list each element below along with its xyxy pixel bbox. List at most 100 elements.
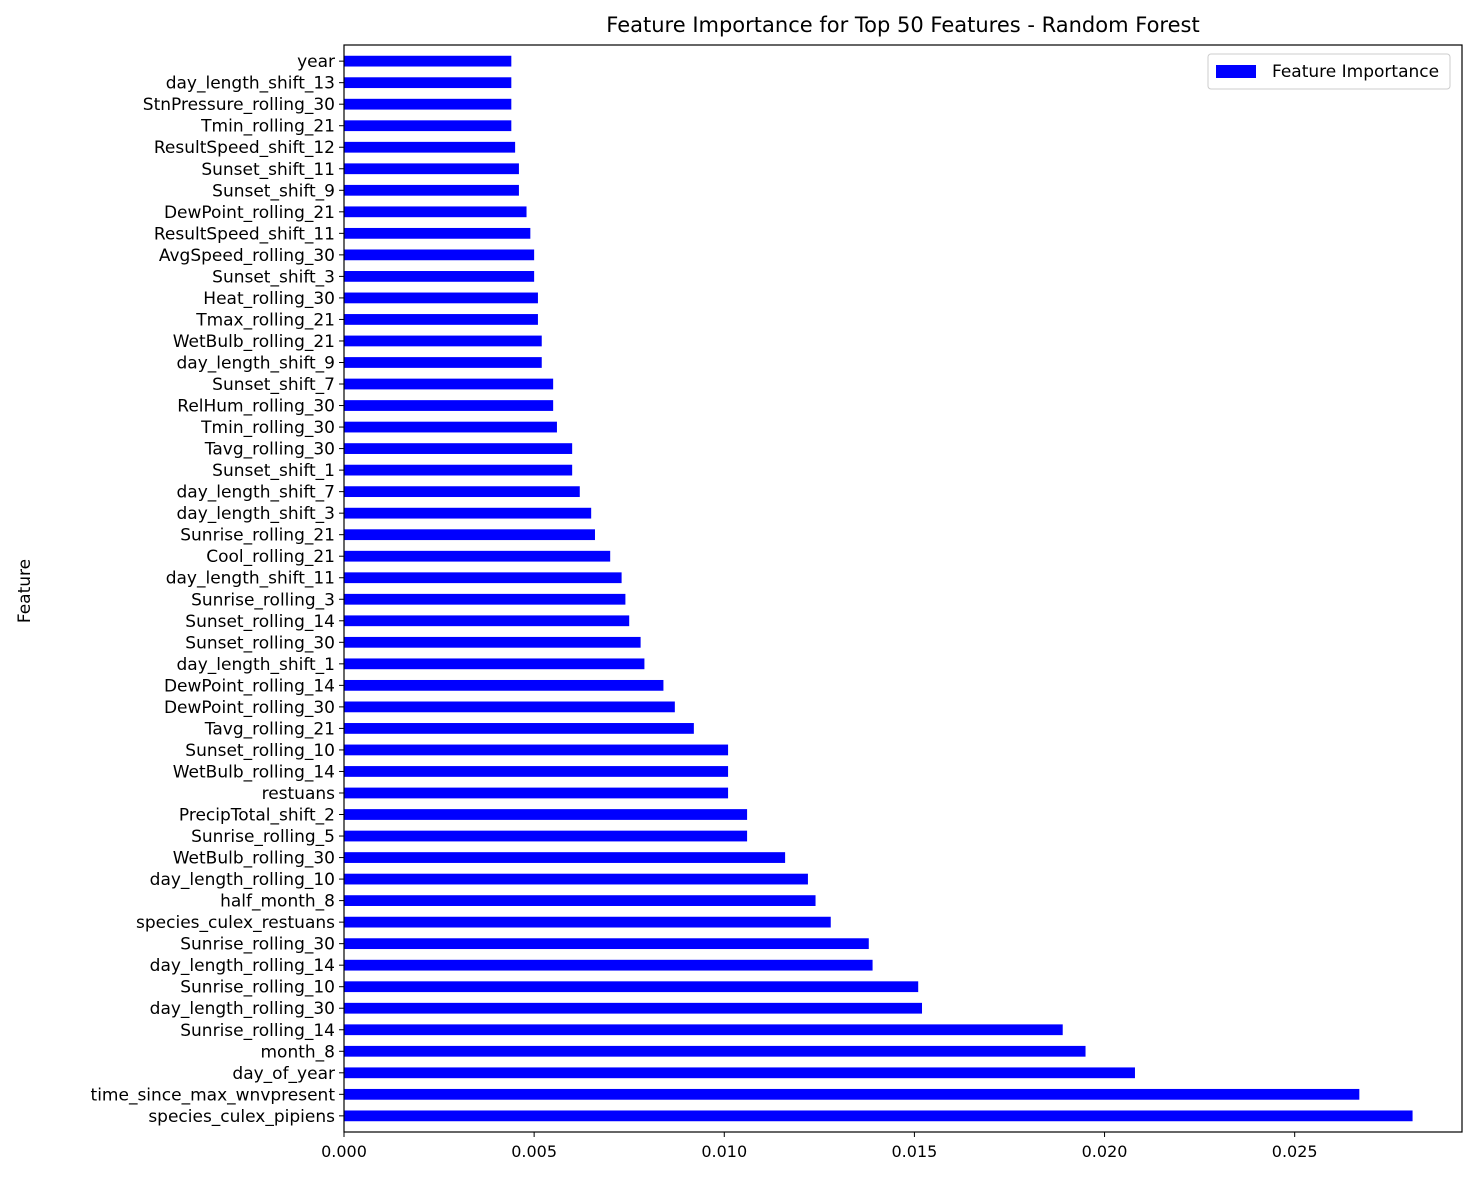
bar-Sunset_shift_3 [344,271,535,282]
bar-Sunrise_rolling_30 [344,938,869,950]
bar-Sunset_shift_9 [344,184,519,196]
category-label: day_length_shift_9 [177,353,335,373]
category-label: Heat_rolling_30 [203,289,335,309]
category-label: Sunrise_rolling_5 [191,827,335,847]
bar-ResultSpeed_shift_12 [344,141,516,153]
bar-year [344,55,512,67]
legend-box [1207,53,1451,90]
bar-day_length_shift_13 [344,77,512,89]
bar-RelHum_rolling_30 [344,400,554,411]
y-axis-title: Feature [15,559,35,623]
bar-WetBulb_rolling_14 [344,766,729,777]
bar-Tavg_rolling_21 [344,723,694,734]
bar-Sunrise_rolling_10 [344,981,919,993]
bar-Sunset_rolling_10 [344,744,729,756]
category-label: Sunset_shift_1 [212,461,335,481]
bar-day_length_shift_7 [344,486,580,498]
bar-WetBulb_rolling_30 [344,852,786,863]
bar-Heat_rolling_30 [344,292,538,304]
x-tick-label: 0.025 [1272,1142,1318,1161]
bar-Tmin_rolling_30 [344,421,557,433]
bar-species_culex_restuans [344,916,831,928]
category-label: day_length_rolling_14 [150,956,335,976]
category-label: species_culex_pipiens [148,1107,335,1127]
category-label: day_length_shift_1 [177,655,335,675]
category-label: DewPoint_rolling_30 [164,698,335,718]
bar-species_culex_pipiens [344,1110,1413,1122]
bar-day_length_shift_3 [344,507,592,519]
category-label: Tmin_rolling_21 [200,117,335,137]
category-label: PrecipTotal_shift_2 [179,806,335,826]
category-label: Sunset_shift_9 [212,181,335,201]
category-label: day_length_shift_11 [166,569,335,589]
x-ticks-group: 0.000 0.005 0.010 0.015 0.020 0.025 [321,1132,1318,1161]
category-label: Tavg_rolling_21 [204,719,335,739]
category-label: Sunrise_rolling_21 [180,526,335,546]
bar-DewPoint_rolling_14 [344,679,664,691]
category-label: Sunrise_rolling_30 [180,935,335,955]
chart-title: Feature Importance for Top 50 Features -… [606,13,1199,37]
legend-swatch [1216,65,1256,78]
category-label: half_month_8 [220,892,335,912]
legend: Feature Importance [1207,53,1451,90]
bar-day_length_shift_11 [344,572,622,584]
bar-WetBulb_rolling_21 [344,335,542,347]
category-label: ResultSpeed_shift_12 [154,138,335,158]
bar-day_length_shift_9 [344,357,542,368]
bar-ResultSpeed_shift_11 [344,227,531,239]
bar-Sunrise_rolling_3 [344,593,626,605]
category-label: year [297,52,335,72]
bar-PrecipTotal_shift_2 [344,809,748,820]
category-label: ResultSpeed_shift_11 [154,224,335,244]
x-tick-label: 0.010 [701,1142,747,1161]
category-label: time_since_max_wnvpresent [91,1085,336,1105]
bar-Cool_rolling_21 [344,550,611,562]
category-label: day_length_rolling_30 [150,999,335,1019]
bar-day_of_year [344,1067,1135,1079]
category-label: Sunset_rolling_14 [185,612,335,632]
category-label: Tmax_rolling_21 [195,310,335,330]
category-label: AvgSpeed_rolling_30 [159,246,335,266]
bar-Sunset_shift_11 [344,163,519,175]
category-label: Tmin_rolling_30 [200,418,335,438]
category-label: Sunrise_rolling_3 [191,590,335,610]
bar-month_8 [344,1045,1086,1057]
bar-day_length_shift_1 [344,658,645,670]
bar-Sunset_rolling_30 [344,636,641,648]
category-label: RelHum_rolling_30 [177,397,335,417]
category-label: Sunset_rolling_30 [185,633,335,653]
category-label: day_length_rolling_10 [150,870,335,890]
x-tick-label: 0.000 [321,1142,367,1161]
bar-day_length_rolling_10 [344,873,808,885]
category-label: Sunset_shift_11 [201,160,335,180]
bar-Sunrise_rolling_21 [344,529,595,541]
category-label: WetBulb_rolling_21 [173,332,335,352]
bar-day_length_rolling_30 [344,1002,923,1014]
bar-day_length_rolling_14 [344,959,873,971]
category-label: DewPoint_rolling_21 [164,203,335,223]
bar-Sunset_shift_7 [344,378,554,390]
bar-restuans [344,787,729,799]
bars-group [344,55,1413,1122]
category-label: Sunset_shift_7 [212,375,335,395]
legend-entry: Feature Importance [1272,62,1439,82]
category-label: species_culex_restuans [136,913,335,933]
plot-frame [343,44,1463,1133]
bar-Tmin_rolling_21 [344,120,512,132]
x-tick-label: 0.005 [511,1142,557,1161]
category-label: day_length_shift_3 [177,504,335,524]
category-label: Sunrise_rolling_10 [180,978,335,998]
category-label: WetBulb_rolling_14 [173,762,335,782]
bar-Tavg_rolling_30 [344,443,573,454]
bar-Sunset_shift_1 [344,464,573,476]
category-label: WetBulb_rolling_30 [173,849,335,869]
bar-Sunrise_rolling_5 [344,830,748,842]
category-label: Cool_rolling_21 [206,547,335,567]
category-label: month_8 [261,1042,336,1062]
x-tick-label: 0.020 [1082,1142,1128,1161]
bar-Sunrise_rolling_14 [344,1024,1063,1036]
bar-time_since_max_wnvpresent [344,1088,1360,1100]
bar-half_month_8 [344,895,816,906]
x-tick-label: 0.015 [892,1142,938,1161]
